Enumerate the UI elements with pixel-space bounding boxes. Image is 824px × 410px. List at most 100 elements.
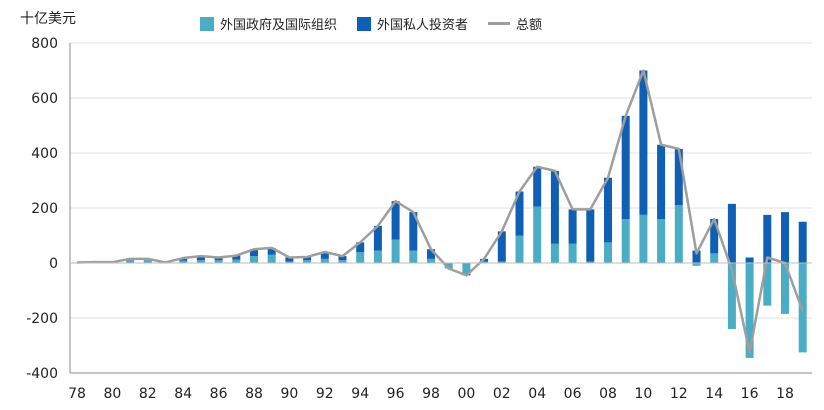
- bar-gov: [179, 260, 188, 263]
- bar-private: [250, 249, 258, 257]
- axis-layer: 800 600 400 200 0 -200 -400 78 80 82 84 86 88 90 92 94 9…: [26, 36, 812, 402]
- legend-item-private: 外国私人投资者: [357, 14, 468, 33]
- bar-gov: [196, 260, 205, 263]
- bar-private: [214, 257, 223, 261]
- legend-item-gov: 外国政府及国际组织: [200, 14, 337, 33]
- bar-private: [196, 256, 205, 261]
- bar-private: [586, 209, 595, 262]
- bar-private: [710, 219, 719, 254]
- x-tick-label: 92: [316, 386, 334, 402]
- bar-private: [391, 201, 400, 240]
- x-tick-label: 90: [280, 386, 298, 402]
- bar-private: [763, 214, 772, 263]
- x-tick-label: 84: [174, 386, 192, 402]
- bar-private: [303, 256, 312, 261]
- bar-private: [409, 212, 418, 251]
- x-tick-label: 10: [634, 386, 652, 402]
- bar-gov: [267, 254, 276, 263]
- bar-private: [727, 203, 736, 263]
- legend-swatch-total: [488, 22, 511, 25]
- bar-private: [320, 252, 329, 259]
- y-tick-label: -400: [26, 366, 58, 382]
- bar-gov: [568, 243, 577, 263]
- bar-gov: [533, 206, 542, 263]
- y-tick-label: 800: [31, 36, 58, 52]
- y-tick-label: 400: [31, 146, 58, 162]
- bar-private: [179, 258, 188, 261]
- bar-private: [338, 256, 347, 261]
- bar-gov: [303, 260, 312, 263]
- bar-private: [497, 231, 506, 262]
- bar-gov: [143, 259, 152, 263]
- x-tick-label: 78: [68, 386, 86, 402]
- bar-private: [515, 191, 524, 236]
- bar-gov: [745, 263, 754, 358]
- bar-gov: [444, 263, 453, 269]
- x-tick-label: 14: [705, 386, 723, 402]
- x-tick-label: 12: [670, 386, 688, 402]
- y-tick-label: 600: [31, 91, 58, 107]
- bar-private: [604, 177, 612, 243]
- bar-private: [692, 250, 701, 263]
- bar-gov: [639, 214, 648, 263]
- bar-private: [781, 212, 789, 263]
- bar-gov: [250, 256, 258, 263]
- bar-gov: [232, 259, 241, 263]
- legend-label-gov: 外国政府及国际组织: [220, 18, 338, 33]
- bar-private: [621, 115, 630, 219]
- bar-private: [798, 221, 807, 263]
- bar-private: [373, 225, 382, 251]
- bar-private: [657, 144, 666, 219]
- bar-gov: [586, 261, 595, 263]
- y-tick-label: 200: [31, 201, 58, 217]
- legend-swatch-private: [357, 16, 372, 31]
- bar-gov: [763, 263, 772, 306]
- x-tick-label: 04: [528, 386, 546, 402]
- bar-gov: [515, 235, 524, 263]
- bar-gov: [604, 242, 612, 263]
- bar-gov: [427, 258, 435, 263]
- bar-private: [745, 257, 754, 263]
- x-tick-label: 98: [422, 386, 440, 402]
- x-tick-label: 86: [210, 386, 228, 402]
- bar-gov: [692, 263, 701, 266]
- line-total: [76, 69, 804, 354]
- bar-gov: [727, 263, 736, 329]
- line-layer: [76, 69, 804, 354]
- x-tick-label: 06: [564, 386, 582, 402]
- legend-swatch-gov: [200, 16, 214, 31]
- bar-private: [356, 242, 365, 252]
- bar-private: [427, 249, 435, 259]
- bar-gov: [710, 253, 719, 263]
- bar-gov: [497, 261, 506, 263]
- bar-private: [639, 70, 648, 215]
- bar-private: [285, 257, 294, 262]
- legend-label-private: 外国私人投资者: [377, 18, 469, 33]
- bar-gov: [657, 219, 666, 263]
- bar-gov: [409, 250, 418, 263]
- x-tick-label: 18: [776, 386, 794, 402]
- x-tick-label: 82: [139, 386, 157, 402]
- bar-private: [550, 170, 559, 244]
- x-tick-label: 94: [351, 386, 369, 402]
- x-tick-label: 02: [493, 386, 511, 402]
- bar-private: [232, 255, 241, 260]
- bar-gov: [338, 260, 347, 263]
- bar-gov: [214, 260, 223, 263]
- x-tick-label: 96: [387, 386, 405, 402]
- bar-gov: [621, 219, 630, 263]
- x-tick-label: 80: [103, 386, 121, 402]
- y-axis-title: 十亿美元: [20, 11, 76, 27]
- x-tick-label: 00: [457, 386, 475, 402]
- legend-label-total: 总额: [516, 18, 543, 33]
- bar-gov: [285, 261, 294, 263]
- bar-gov: [462, 263, 471, 274]
- bar-private: [674, 148, 683, 206]
- bar-gov: [391, 239, 400, 263]
- bar-private: [533, 166, 542, 207]
- bar-gov: [550, 243, 559, 263]
- y-tick-label: 0: [49, 256, 58, 272]
- bar-private: [267, 247, 276, 255]
- bar-gov: [674, 205, 683, 263]
